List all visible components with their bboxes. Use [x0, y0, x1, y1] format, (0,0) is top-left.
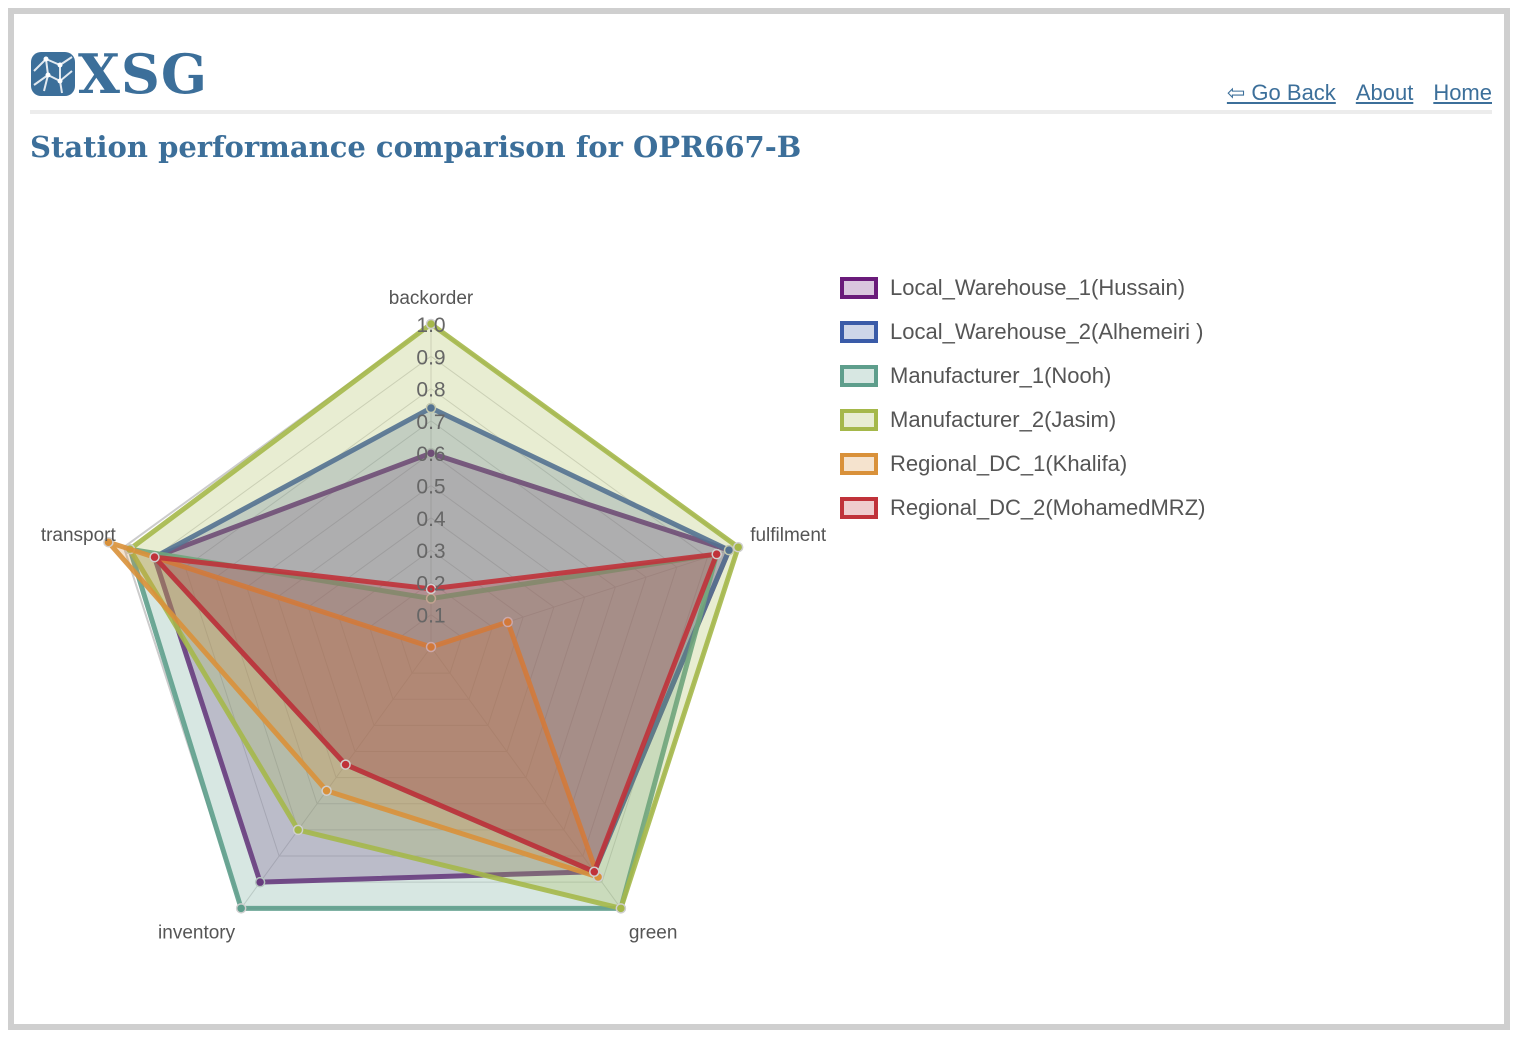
about-link[interactable]: About	[1355, 80, 1414, 105]
tick-label: 0.5	[416, 476, 445, 499]
series-area-0	[152, 450, 732, 885]
legend-swatch	[840, 497, 878, 519]
tick-label: 0.6	[416, 443, 445, 466]
top-nav: ⇦ Go Back About Home	[1227, 80, 1492, 106]
data-point	[235, 903, 247, 914]
legend-item[interactable]: Local_Warehouse_1(Hussain)	[840, 266, 1205, 310]
data-point	[103, 536, 114, 548]
data-point	[292, 824, 304, 836]
data-point	[425, 583, 437, 595]
tick-label: 0.8	[416, 379, 445, 402]
chart-legend: Local_Warehouse_1(Hussain) Local_Warehous…	[840, 266, 1205, 530]
legend-swatch	[840, 277, 878, 299]
tick-label: 0.4	[416, 508, 446, 531]
page-title: Station performance comparison for OPR66…	[30, 130, 802, 164]
tick-label: 1.0	[416, 314, 445, 337]
grid-ring	[338, 549, 524, 726]
legend-label: Local_Warehouse_2(Alhemeiri )	[890, 319, 1204, 344]
axis-label-green: green	[629, 922, 678, 943]
legend-item[interactable]: Regional_DC_2(MohamedMRZ)	[840, 486, 1205, 530]
grid-ring	[368, 581, 494, 700]
legend-swatch	[840, 321, 878, 343]
grid-ring	[307, 517, 555, 753]
legend-swatch	[840, 453, 878, 475]
axis-label-backorder: backorder	[389, 288, 474, 309]
data-point	[723, 544, 735, 556]
data-point	[425, 447, 437, 459]
tick-label: 0.7	[416, 411, 445, 434]
axis-label-transport: transport	[41, 525, 117, 546]
axis-spoke	[240, 646, 432, 909]
data-point	[149, 551, 160, 563]
legend-label: Manufacturer_1(Nooh)	[890, 363, 1112, 388]
legend-label: Regional_DC_1(Khalifa)	[890, 451, 1128, 476]
go-back-link[interactable]: ⇦ Go Back	[1226, 80, 1336, 105]
logo[interactable]: XSG	[30, 44, 208, 104]
data-point	[321, 785, 332, 796]
grid-ring	[153, 355, 709, 883]
axis-spoke	[430, 646, 622, 909]
legend-label: Manufacturer_2(Jasim)	[890, 407, 1117, 432]
data-point	[425, 318, 437, 330]
data-point	[711, 548, 722, 560]
data-point	[615, 903, 627, 914]
data-point	[589, 866, 600, 877]
data-point	[254, 876, 266, 888]
grid-ring	[215, 420, 647, 831]
tick-label: 0.3	[416, 540, 445, 563]
data-point	[732, 541, 744, 553]
home-link[interactable]: Home	[1433, 80, 1492, 105]
axis-label-inventory: inventory	[158, 922, 236, 943]
tick-label: 0.1	[416, 605, 445, 628]
series-area-3	[127, 321, 741, 911]
legend-item[interactable]: Local_Warehouse_2(Alhemeiri )	[840, 310, 1205, 354]
data-point	[425, 641, 437, 653]
legend-item[interactable]: Manufacturer_1(Nooh)	[840, 354, 1205, 398]
series-area-5	[152, 551, 720, 875]
grid-ring	[184, 387, 678, 857]
axis-label-fulfilment: fulfilment	[750, 525, 827, 546]
globe-logo-icon	[31, 52, 75, 96]
data-point	[502, 616, 514, 628]
legend-item[interactable]: Manufacturer_2(Jasim)	[840, 398, 1205, 442]
legend-swatch	[840, 365, 878, 387]
tick-label: 0.9	[416, 346, 445, 369]
legend-label: Regional_DC_2(MohamedMRZ)	[890, 495, 1206, 520]
legend-item[interactable]: Regional_DC_1(Khalifa)	[840, 442, 1205, 486]
tick-label: 0.2	[416, 572, 445, 595]
radar-chart: 0.1 0.2 0.3 0.4 0.5 0.6 0.7 0.8 0.9 1.0 backorder f…	[41, 288, 827, 943]
legend-swatch	[840, 409, 878, 431]
data-point	[425, 402, 437, 414]
data-point	[340, 759, 351, 770]
grid-ring	[399, 614, 463, 674]
legend-label: Local_Warehouse_1(Hussain)	[890, 275, 1186, 300]
logo-text: XSG	[78, 42, 209, 106]
header: XSG ⇦ Go Back About Home	[30, 38, 1492, 114]
